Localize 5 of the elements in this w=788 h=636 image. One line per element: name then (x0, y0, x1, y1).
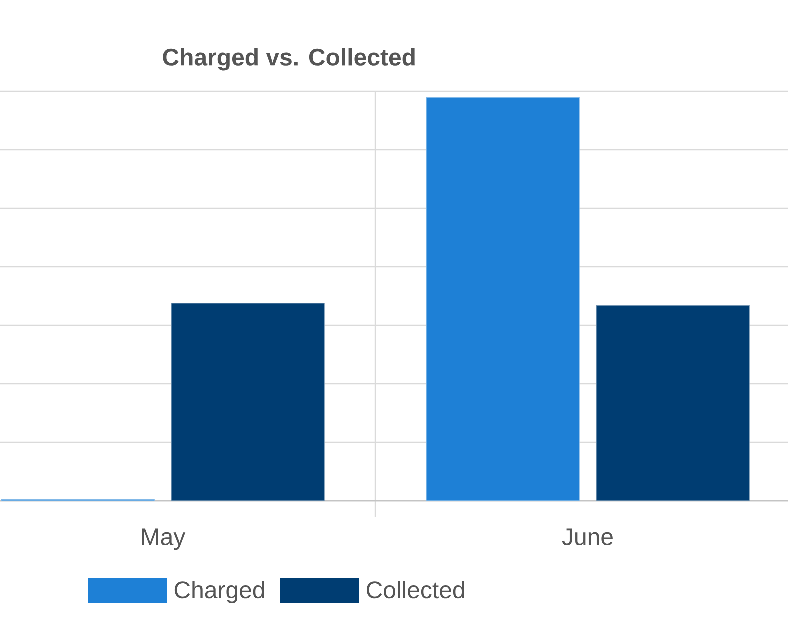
legend-label: Collected (366, 581, 464, 599)
chart-title: Charged vs. Collected (163, 48, 415, 71)
legend-label: Charged (174, 581, 264, 604)
x-tick-label: June (562, 528, 613, 546)
x-tick-label: May (142, 528, 186, 550)
